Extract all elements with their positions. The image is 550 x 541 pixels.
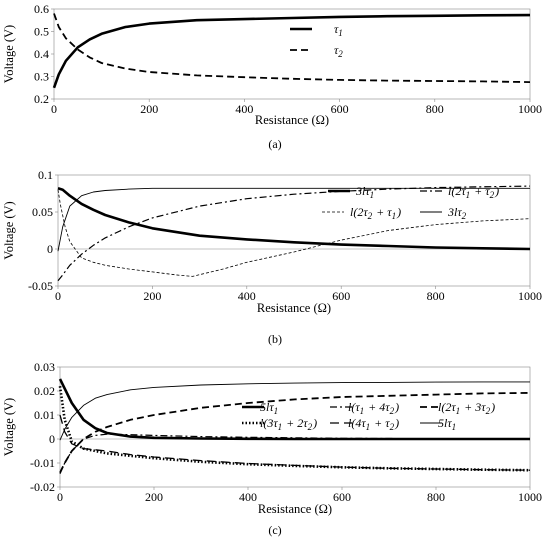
plot-frame <box>53 8 531 100</box>
y-tick-label: 0.6 <box>34 2 49 16</box>
legend-label-2: l(τ1 + 4τ2 ) <box>348 400 399 416</box>
legend-label-4: l(3τ1 + 2τ2 ) <box>260 416 317 432</box>
legend-label-4: 3lτ2 <box>447 205 467 221</box>
series-line-4 <box>58 386 531 472</box>
x-tick-label: 400 <box>238 289 256 303</box>
y-axis-title: Voltage (V) <box>2 25 16 83</box>
legend-label-1: 3lτ1 <box>355 184 375 200</box>
series-line-6 <box>59 381 530 441</box>
legend-label-6: 5lτ1 <box>438 416 457 432</box>
legend-label-2: l(2τ1 + τ2 ) <box>448 184 499 200</box>
series-line-2 <box>57 185 531 282</box>
y-tick-label: 0.05 <box>32 205 53 219</box>
y-tick-label: 0.5 <box>34 25 49 39</box>
legend-label-1: τ1 <box>334 22 344 38</box>
x-tick-label: 800 <box>427 490 445 504</box>
y-axis-title: Voltage (V) <box>2 398 16 456</box>
x-tick-label: 1000 <box>518 490 542 504</box>
series-line-3 <box>57 189 531 277</box>
x-tick-label: 400 <box>239 490 257 504</box>
x-axis-title: Resistance (Ω) <box>255 113 329 127</box>
y-tick-label: -0.01 <box>30 456 55 470</box>
x-tick-label: 400 <box>235 102 253 116</box>
x-tick-label: 800 <box>427 289 445 303</box>
panel-caption: (c) <box>268 523 281 537</box>
legend-label-3: l(2τ1 + 3τ2 ) <box>438 400 495 416</box>
y-tick-label: 0.4 <box>34 47 49 61</box>
legend-label-3: l(2τ2 + τ1 ) <box>350 205 401 221</box>
x-tick-label: 0 <box>55 289 61 303</box>
x-tick-label: 600 <box>331 102 349 116</box>
series-line-4 <box>57 187 530 252</box>
x-tick-label: 1000 <box>518 289 542 303</box>
y-tick-label: 0.01 <box>34 408 55 422</box>
y-tick-label: 0.03 <box>34 360 55 374</box>
y-tick-label: 0 <box>47 242 53 256</box>
panel-caption: (a) <box>268 137 281 151</box>
y-tick-label: 0.3 <box>34 70 49 84</box>
x-tick-label: 0 <box>57 490 63 504</box>
x-axis-title: Resistance (Ω) <box>257 301 331 315</box>
x-axis-title: Resistance (Ω) <box>258 502 332 516</box>
x-tick-label: 800 <box>426 102 444 116</box>
y-tick-label: 0.1 <box>38 168 53 182</box>
x-tick-label: 200 <box>140 102 158 116</box>
y-tick-label: 0 <box>49 432 55 446</box>
y-tick-label: -0.02 <box>30 480 55 494</box>
legend-label-1: 5lτ1 <box>260 400 279 416</box>
y-tick-label: -0.05 <box>28 279 53 293</box>
y-axis-title: Voltage (V) <box>2 201 16 259</box>
series-line-1 <box>57 187 531 251</box>
series-line-2 <box>53 13 531 83</box>
x-tick-label: 1000 <box>518 102 542 116</box>
chart-panel-3: -0.02 -0.01 0 0.01 0.02 0.03 0 200 400 600 800 1000… <box>2 360 542 537</box>
panel-caption: (b) <box>268 332 282 346</box>
series-line-1 <box>52 13 531 89</box>
x-tick-label: 600 <box>332 289 350 303</box>
plot-frame <box>59 366 531 488</box>
y-tick-label: 0.2 <box>34 92 49 106</box>
chart-panel-1: 0.2 0.3 0.4 0.5 0.6 0 200 400 600 800 1000 Resistan… <box>2 2 542 151</box>
y-tick-label: 0.02 <box>34 384 55 398</box>
x-tick-label: 200 <box>143 289 161 303</box>
x-tick-label: 600 <box>333 490 351 504</box>
legend-label-5: l(4τ1 + τ2 ) <box>348 416 399 432</box>
x-tick-label: 200 <box>145 490 163 504</box>
plot-frame <box>57 174 531 287</box>
legend-label-2: τ2 <box>334 43 344 59</box>
x-tick-label: 0 <box>51 102 57 116</box>
